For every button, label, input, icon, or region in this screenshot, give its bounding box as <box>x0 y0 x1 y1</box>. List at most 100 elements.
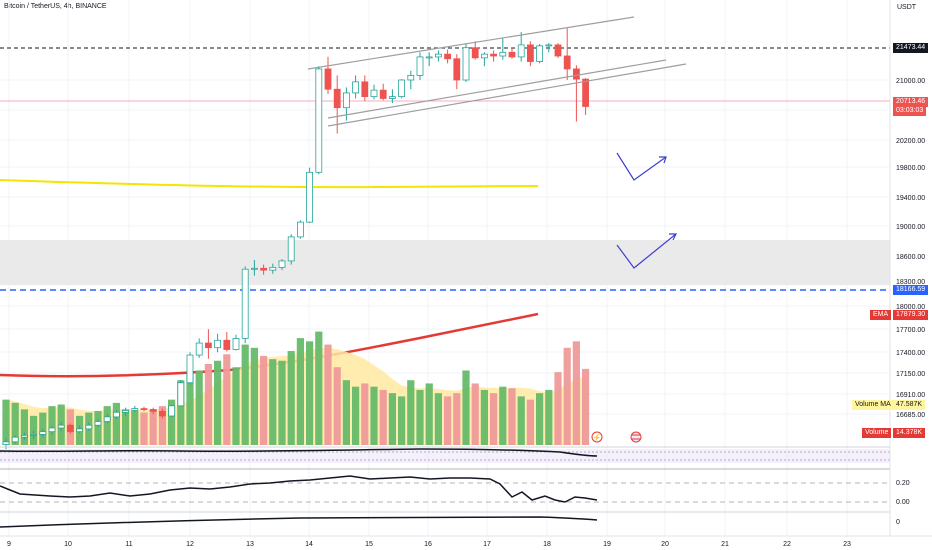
candle-body[interactable] <box>103 416 111 422</box>
candle-body[interactable] <box>76 428 83 433</box>
candle-body[interactable] <box>241 268 249 339</box>
candle-body[interactable] <box>2 441 10 445</box>
candle-body[interactable] <box>425 56 433 59</box>
candle-body[interactable] <box>195 342 203 356</box>
candle-body[interactable] <box>287 236 295 262</box>
price-tick-label: 16685.00 <box>896 412 925 419</box>
candle-body[interactable] <box>342 92 350 109</box>
candle-body[interactable] <box>324 68 332 90</box>
candle-body[interactable] <box>85 424 93 430</box>
symbol-title[interactable]: Bitcoin / TetherUS, 4h, BINANCE <box>4 3 107 10</box>
volume-bar <box>186 373 194 445</box>
volume-bar <box>499 386 507 445</box>
volume-bar <box>490 393 498 445</box>
oscillator-line-3[interactable] <box>0 516 598 528</box>
candle-body[interactable] <box>398 79 406 98</box>
price-tick-label: 17700.00 <box>896 327 925 334</box>
candle-body[interactable] <box>186 354 194 384</box>
candle-body[interactable] <box>30 434 38 436</box>
candle-body[interactable] <box>573 68 580 80</box>
volume-bar <box>140 412 148 445</box>
volume-bar <box>563 347 571 445</box>
ema-name-label: EMA <box>870 310 892 320</box>
demand-zone[interactable] <box>0 240 890 285</box>
oscillator-line-2[interactable] <box>0 475 598 503</box>
volume-bar <box>30 415 38 445</box>
candle-body[interactable] <box>434 53 442 58</box>
support-price-label: 18166.59 <box>893 285 929 295</box>
candle-body[interactable] <box>67 424 74 433</box>
candle-body[interactable] <box>94 421 102 426</box>
candle-body[interactable] <box>536 45 543 62</box>
candle-body[interactable] <box>177 382 185 407</box>
candle-body[interactable] <box>214 339 222 349</box>
candle-body[interactable] <box>278 260 286 268</box>
candle-body[interactable] <box>582 78 589 107</box>
volume-bar <box>250 347 258 445</box>
candle-body[interactable] <box>204 342 212 349</box>
candle-body[interactable] <box>232 338 240 350</box>
us-flag-icon[interactable] <box>630 431 642 443</box>
time-tick-label: 15 <box>365 541 373 548</box>
volume-bar <box>342 380 350 445</box>
currency-label[interactable]: USDT <box>897 4 917 11</box>
candle-body[interactable] <box>508 51 516 58</box>
candle-body[interactable] <box>388 96 396 99</box>
volume-bar <box>168 399 176 445</box>
candle-body[interactable] <box>499 51 507 57</box>
candle-body[interactable] <box>352 81 360 94</box>
candle-body[interactable] <box>149 409 157 412</box>
candle-body[interactable] <box>471 47 479 59</box>
yellow-ma-line[interactable] <box>0 179 539 189</box>
volume-bar <box>545 389 553 445</box>
candle-body[interactable] <box>527 44 534 62</box>
oscillator-axis[interactable]: 0.20 0.00 0 <box>896 480 910 526</box>
event-icon[interactable] <box>591 431 603 443</box>
candle-body[interactable] <box>444 53 452 60</box>
candle-body[interactable] <box>370 89 378 98</box>
volume-bar <box>269 359 277 445</box>
candle-body[interactable] <box>453 58 461 81</box>
candle-body[interactable] <box>168 405 176 417</box>
candle-body[interactable] <box>296 221 304 238</box>
candle-body[interactable] <box>554 44 562 57</box>
candle-body[interactable] <box>113 411 120 418</box>
channel-lines[interactable] <box>307 16 687 127</box>
candle-body[interactable] <box>462 47 470 81</box>
volume-bar <box>204 364 212 445</box>
candle-body[interactable] <box>315 68 323 173</box>
candle-body[interactable] <box>122 410 129 413</box>
candle-body[interactable] <box>269 266 277 271</box>
candle-body[interactable] <box>250 267 258 270</box>
volume-bar <box>480 389 488 445</box>
candle-body[interactable] <box>416 56 424 76</box>
candle-body[interactable] <box>140 408 148 410</box>
projection-arrow-2[interactable] <box>616 233 677 269</box>
candle-body[interactable] <box>361 81 369 98</box>
candle-body[interactable] <box>48 427 56 433</box>
oscillator-line-1[interactable] <box>0 448 598 457</box>
time-tick-label: 16 <box>424 541 432 548</box>
candle-body[interactable] <box>57 424 65 429</box>
volume-bar <box>260 355 268 445</box>
candle-body[interactable] <box>131 408 139 411</box>
candle-body[interactable] <box>545 44 553 47</box>
projection-arrow-1[interactable] <box>616 152 667 181</box>
candle-body[interactable] <box>517 44 525 58</box>
candle-body[interactable] <box>379 89 387 99</box>
candle-body[interactable] <box>490 53 498 57</box>
candle-body[interactable] <box>480 53 488 59</box>
price-axis[interactable]: 21000.0020600.0020200.0019800.0019400.00… <box>896 78 925 419</box>
candle-body[interactable] <box>158 410 166 417</box>
candle-body[interactable] <box>563 55 571 70</box>
candle-body[interactable] <box>11 436 19 443</box>
candle-body[interactable] <box>39 431 47 435</box>
candle-body[interactable] <box>333 88 341 109</box>
time-axis[interactable]: 9 10 11 12 13 14 15 16 17 18 19 20 21 22 23 <box>7 541 851 548</box>
candle-body[interactable] <box>260 267 268 271</box>
candle-body[interactable] <box>306 171 314 223</box>
candle-body[interactable] <box>223 339 231 350</box>
candle-body[interactable] <box>407 74 415 81</box>
candle-body[interactable] <box>20 434 28 438</box>
